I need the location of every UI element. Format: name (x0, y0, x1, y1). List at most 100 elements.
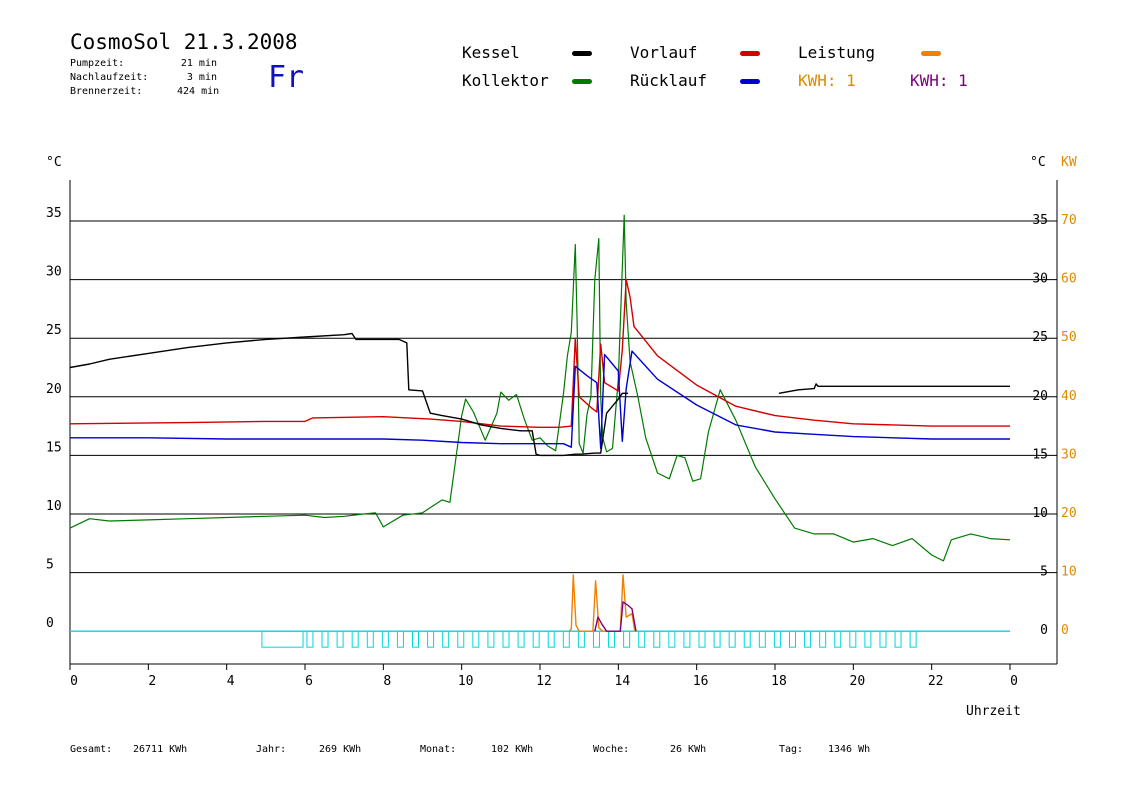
pump-block (683, 630, 691, 648)
y-tick-right: 30 (1032, 272, 1048, 287)
y2-tick: 0 (1061, 623, 1069, 638)
pump-block (427, 630, 435, 648)
y2-tick: 40 (1061, 389, 1077, 404)
jahr-value: 269 KWh (319, 744, 362, 755)
pump-block (608, 630, 616, 648)
x-tick-label: 20 (850, 674, 866, 689)
pump-block (306, 630, 314, 648)
pump-block (819, 630, 827, 648)
y-tick-right: 5 (1040, 565, 1048, 580)
woche-value: 26 KWh (670, 744, 707, 755)
kw-unit-label: KW (1061, 155, 1077, 170)
x-axis-label: Uhrzeit (966, 704, 1021, 719)
legend-kessel-swatch (572, 51, 592, 56)
jahr-label: Jahr: (256, 744, 287, 755)
pump-block (758, 630, 766, 648)
pump-block (713, 630, 721, 648)
pump-block (592, 630, 600, 648)
brennerzeit-label: Brennerzeit: (70, 86, 143, 97)
y-tick-left: 0 (46, 616, 54, 631)
series-kessel (778, 383, 1010, 394)
legend-ruecklauf-label: Rücklauf (630, 71, 708, 90)
pump-block (909, 630, 917, 648)
legend-kessel-label: Kessel (462, 43, 520, 62)
x-tick-label: 8 (383, 674, 391, 689)
pump-block (849, 630, 857, 648)
left-unit-label: °C (46, 155, 62, 170)
x-tick-label: 6 (305, 674, 313, 689)
pump-block (653, 630, 661, 648)
y-tick-right: 15 (1032, 447, 1048, 462)
y-tick-right: 35 (1032, 213, 1048, 228)
y-tick-left: 10 (46, 499, 62, 514)
monat-label: Monat: (420, 744, 457, 755)
series-kollektor (69, 214, 1011, 562)
y-tick-right: 25 (1032, 330, 1048, 345)
tag-label: Tag: (779, 744, 804, 755)
nachlaufzeit-label: Nachlaufzeit: (70, 72, 149, 83)
right-unit-label: °C (1030, 155, 1046, 170)
y-tick-left: 35 (46, 206, 62, 221)
pumpzeit-value: 21 min (180, 58, 217, 69)
pump-block (351, 630, 359, 648)
pump-block (834, 630, 842, 648)
gesamt-value: 26711 KWh (133, 744, 188, 755)
legend-ruecklauf-swatch (740, 79, 760, 84)
tag-value: 1346 Wh (828, 744, 871, 755)
chart-title: CosmoSol 21.3.2008 (70, 30, 298, 54)
y2-tick: 20 (1061, 506, 1077, 521)
legend-kwh-purple: KWH: 1 (910, 71, 968, 90)
pump-block (381, 630, 389, 648)
x-tick-label: 0 (70, 674, 78, 689)
pump-block (547, 630, 555, 648)
pump-block (321, 630, 329, 648)
pump-block (864, 630, 872, 648)
woche-label: Woche: (593, 744, 630, 755)
y-tick-left: 5 (46, 558, 54, 573)
x-tick-label: 18 (771, 674, 787, 689)
pump-block (623, 630, 631, 648)
brennerzeit-value: 424 min (177, 86, 220, 97)
pump-block (532, 630, 540, 648)
pump-block (804, 630, 812, 648)
series-leistung (568, 574, 636, 632)
pump-block (894, 630, 902, 648)
x-tick-label: 0 (1010, 674, 1018, 689)
x-tick-label: 12 (536, 674, 552, 689)
pump-block (412, 630, 420, 648)
y2-tick: 70 (1061, 213, 1077, 228)
y-tick-left: 15 (46, 440, 62, 455)
gesamt-label: Gesamt: (70, 744, 113, 755)
pump-block (396, 630, 404, 648)
pump-block (457, 630, 465, 648)
pump-block (577, 630, 585, 648)
y-tick-left: 30 (46, 265, 62, 280)
pump-block (743, 630, 751, 648)
y2-tick: 50 (1061, 330, 1077, 345)
x-tick-label: 16 (693, 674, 709, 689)
pump-block (698, 630, 706, 648)
pump-block (336, 630, 344, 648)
pump-block (773, 630, 781, 648)
y-tick-right: 0 (1040, 623, 1048, 638)
x-tick-label: 14 (615, 674, 631, 689)
legend-kollektor-swatch (572, 79, 592, 84)
pump-block (487, 630, 495, 648)
pumpzeit-label: Pumpzeit: (70, 58, 125, 69)
y-tick-left: 25 (46, 323, 62, 338)
series-ruecklauf (70, 350, 1010, 450)
y-tick-right: 20 (1032, 389, 1048, 404)
y2-tick: 60 (1061, 272, 1077, 287)
legend-kwh-orange: KWH: 1 (798, 71, 856, 90)
legend-kollektor-label: Kollektor (462, 71, 549, 90)
y2-tick: 10 (1061, 565, 1077, 580)
y-tick-right: 10 (1032, 506, 1048, 521)
series (69, 214, 1011, 632)
y2-tick: 30 (1061, 447, 1077, 462)
nachlaufzeit-value: 3 min (186, 72, 217, 83)
x-tick-label: 4 (227, 674, 235, 689)
x-tick-label: 2 (148, 674, 156, 689)
x-tick-label: 22 (928, 674, 944, 689)
